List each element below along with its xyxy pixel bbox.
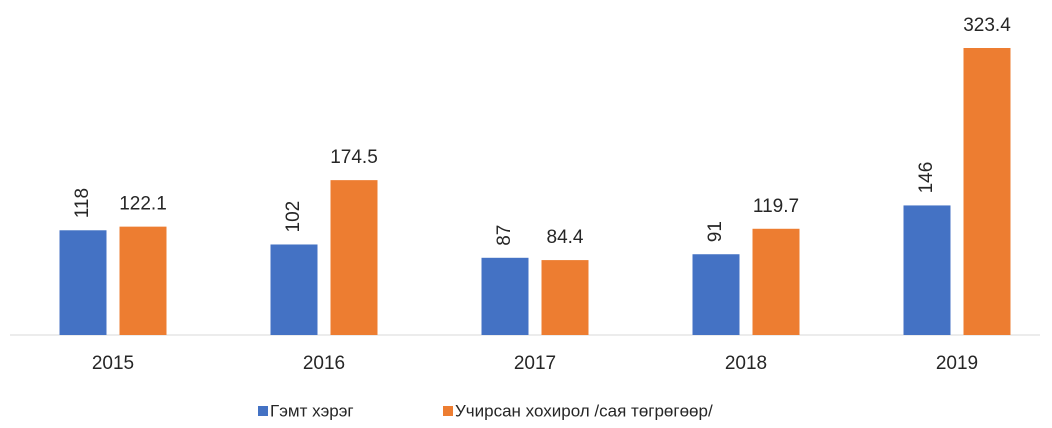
data-label: 122.1: [119, 194, 167, 215]
data-label: 323.4: [963, 15, 1011, 36]
x-tick-label: 2017: [514, 353, 556, 374]
data-label: 84.4: [547, 227, 584, 248]
legend-label: Учирсан хохирол /сая төгрөгөөр/: [455, 401, 713, 420]
data-label: 174.5: [330, 147, 378, 168]
legend-label: Гэмт хэрэг: [270, 401, 354, 420]
data-label: 102: [283, 201, 304, 233]
bar: [330, 180, 378, 335]
x-tick-label: 2015: [92, 353, 134, 374]
bar: [692, 254, 740, 335]
bar: [752, 228, 800, 335]
x-tick-label: 2018: [725, 353, 767, 374]
data-label: 146: [916, 162, 937, 194]
data-label: 119.7: [753, 196, 799, 217]
x-tick-label: 2019: [936, 353, 978, 374]
data-label: 87: [494, 225, 515, 246]
bar: [481, 257, 529, 335]
data-label: 118: [72, 188, 93, 218]
bar: [270, 244, 318, 335]
bar: [903, 205, 951, 335]
bar: [963, 48, 1011, 335]
bar: [119, 226, 167, 335]
bar: [541, 260, 589, 335]
legend-swatch: [258, 406, 268, 416]
data-label: 91: [705, 221, 726, 242]
x-tick-label: 2016: [303, 353, 345, 374]
bar: [59, 230, 107, 335]
legend-swatch: [443, 406, 453, 416]
